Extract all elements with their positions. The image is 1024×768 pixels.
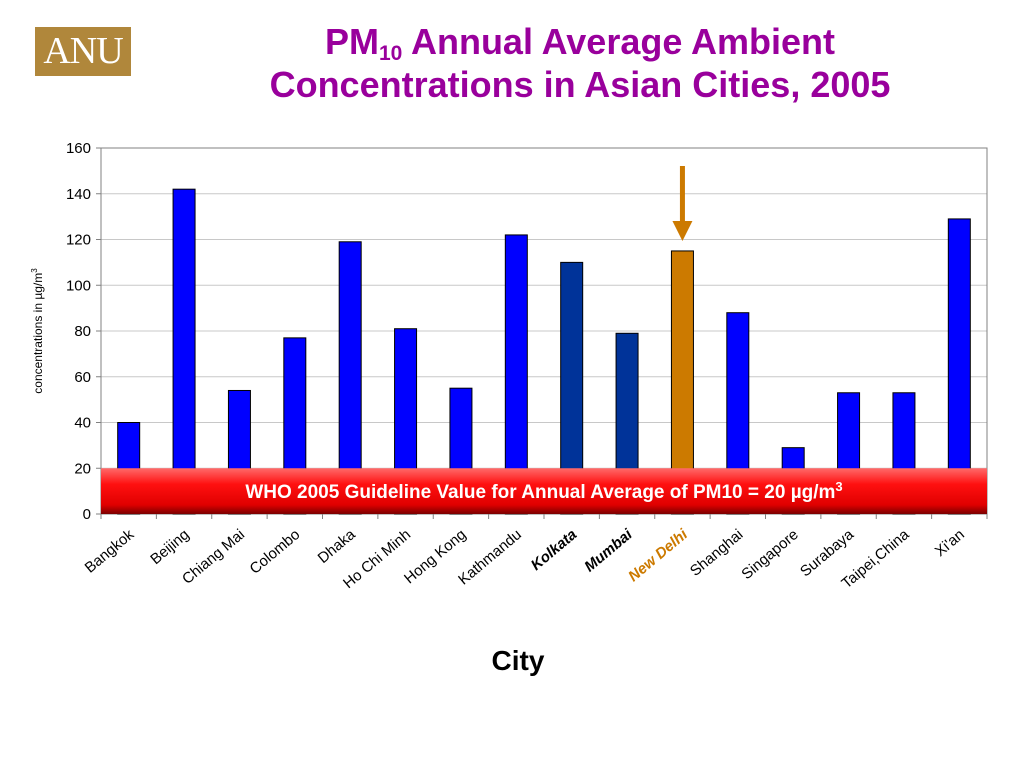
y-tick-label-160: 160: [66, 140, 91, 157]
y-tick-label-0: 0: [83, 506, 91, 523]
title-line-2: Concentrations in Asian Cities, 2005: [269, 64, 891, 105]
guideline-band: [101, 468, 987, 514]
guideline-label: WHO 2005 Guideline Value for Annual Aver…: [245, 479, 842, 503]
title-rest: Annual Average Ambient: [402, 21, 836, 62]
x-axis-label: City: [492, 645, 545, 676]
y-tick-label-80: 80: [74, 323, 91, 340]
y-tick-label-40: 40: [74, 415, 91, 432]
title-pm: PM: [324, 21, 379, 62]
y-tick-label-140: 140: [66, 186, 91, 203]
y-tick-label-60: 60: [74, 369, 91, 386]
x-tick-label-shanghai: Shanghai: [687, 526, 746, 580]
x-tick-label-dhaka: Dhaka: [315, 526, 360, 567]
x-tick-label-beijing: Beijing: [147, 526, 192, 568]
y-tick-label-120: 120: [66, 232, 91, 249]
bars: [117, 188, 971, 515]
title-subscript: 10: [378, 42, 403, 65]
new-delhi-arrow: [672, 165, 693, 241]
bar-beijing: [172, 188, 196, 515]
y-tick-label-100: 100: [66, 277, 91, 294]
y-axis-label: concentrations in µg/m3: [30, 268, 45, 394]
y-tick-label-20: 20: [74, 460, 91, 477]
y-axis: 0 20 40 60 80 100 120 140 160: [66, 140, 101, 523]
arrow-head: [672, 220, 693, 241]
x-tick-label-mumbai: Mumbai: [581, 526, 636, 576]
x-tick-label-colombo: Colombo: [246, 526, 303, 578]
x-tick-label-kolkata: Kolkata: [528, 526, 580, 574]
x-tick-label-singapore: Singapore: [738, 526, 801, 583]
x-tick-label-bangkok: Bangkok: [82, 526, 138, 577]
anu-logo: ANU: [35, 27, 131, 76]
title-line-1: PM10 Annual Average Ambient: [150, 20, 1010, 65]
page-title: PM10 Annual Average Ambient Concentratio…: [150, 20, 1010, 106]
x-tick-label-xi-an: Xi'an: [932, 526, 968, 560]
x-tick-label-new-delhi: New Delhi: [625, 526, 691, 586]
who-guideline-band: WHO 2005 Guideline Value for Annual Aver…: [101, 468, 987, 514]
